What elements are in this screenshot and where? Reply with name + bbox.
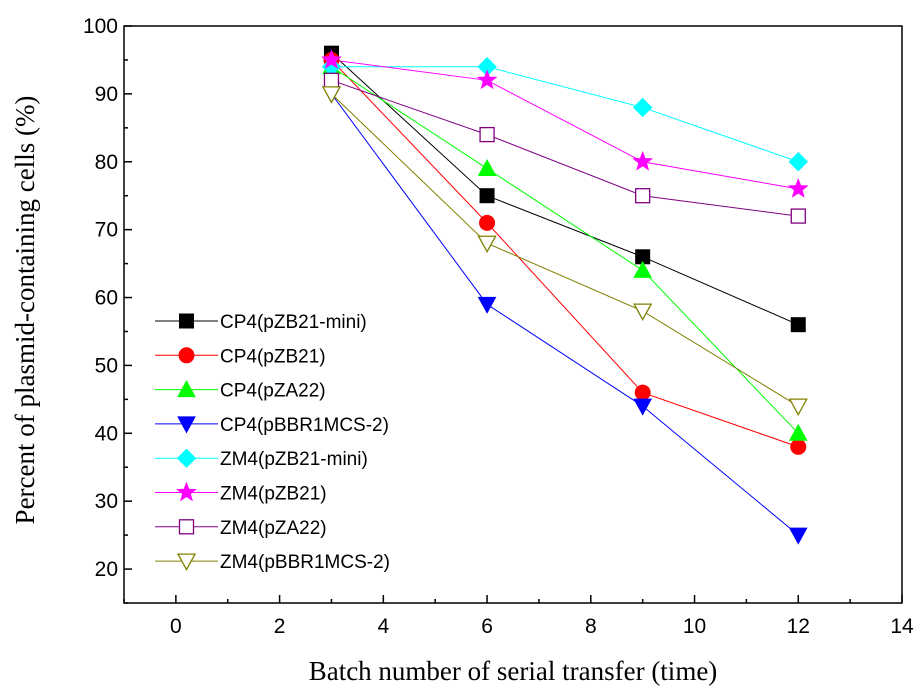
x-tick-label: 2: [274, 615, 286, 638]
x-tick-label: 12: [787, 615, 810, 638]
y-tick-label: 90: [95, 83, 118, 106]
data-point-s3-1: [477, 296, 497, 314]
series-line-3: [331, 93, 799, 536]
data-point-s7-2: [633, 303, 653, 321]
data-point-s0-3: [790, 317, 806, 333]
y-tick-label: 50: [95, 354, 118, 377]
data-point-s7-0: [321, 86, 342, 104]
legend-marker-0: [179, 313, 194, 329]
data-point-s2-1: [477, 159, 497, 177]
y-tick-label: 60: [95, 287, 118, 310]
series-line-5: [331, 59, 799, 190]
legend-label-2: CP4(pZA22): [220, 381, 326, 402]
data-point-s7-3: [788, 398, 808, 416]
data-point-s6-2: [635, 188, 651, 204]
series-line-0: [331, 52, 799, 326]
data-point-s5-2: [632, 150, 654, 171]
x-tick-label: 0: [170, 615, 182, 638]
legend-marker-1: [178, 347, 195, 364]
legend-marker-2: [177, 380, 196, 398]
y-tick-label: 100: [83, 15, 118, 38]
data-point-s2-2: [633, 260, 653, 278]
x-tick-label: 14: [890, 615, 914, 638]
data-point-s1-1: [479, 214, 496, 231]
legend-marker-7: [176, 553, 197, 571]
series-line-2: [331, 66, 799, 434]
legend-marker-3: [177, 416, 196, 434]
data-point-s1-2: [634, 384, 651, 401]
x-axis-title: Batch number of serial transfer (time): [309, 656, 718, 686]
y-tick-label: 40: [95, 422, 118, 445]
x-tick-label: 4: [377, 615, 389, 638]
legend-label-6: ZM4(pZA22): [220, 518, 327, 539]
data-point-s5-3: [787, 177, 809, 198]
legend-marker-4: [176, 448, 197, 468]
y-tick-label: 30: [95, 490, 118, 513]
data-point-s6-0: [323, 72, 340, 88]
series-line-7: [331, 93, 799, 407]
legend-label-0: CP4(pZB21-mini): [220, 312, 367, 333]
data-point-s6-3: [790, 208, 806, 224]
data-point-s4-3: [788, 152, 808, 172]
legend-label-1: CP4(pZB21): [220, 346, 326, 367]
legend-label-7: ZM4(pBBR1MCS-2): [220, 552, 390, 573]
data-point-s7-1: [477, 235, 497, 254]
x-tick-label: 10: [683, 615, 706, 638]
y-axis-title: Percent of plasmid-containing cells (%): [10, 96, 40, 525]
legend-marker-5: [176, 481, 197, 502]
data-point-s2-3: [788, 423, 808, 441]
legend-label-4: ZM4(pZB21-mini): [220, 449, 368, 470]
data-point-s3-2: [633, 398, 653, 416]
data-point-s3-3: [788, 527, 808, 545]
series-line-6: [331, 79, 799, 217]
legend-label-3: CP4(pBBR1MCS-2): [220, 415, 389, 436]
legend-label-5: ZM4(pZB21): [220, 484, 327, 505]
y-tick-label: 20: [95, 558, 118, 581]
data-point-s5-1: [476, 69, 498, 90]
series-line-1: [331, 59, 799, 448]
data-point-s6-1: [479, 126, 495, 143]
y-tick-label: 70: [95, 219, 118, 242]
data-point-s4-2: [632, 97, 653, 118]
legend-marker-6: [178, 519, 195, 535]
data-point-s5-0: [321, 49, 342, 69]
plot-frame: [123, 25, 903, 604]
data-point-s1-3: [790, 438, 807, 455]
data-point-s0-1: [479, 188, 495, 204]
x-tick-label: 8: [585, 615, 597, 638]
y-tick-label: 80: [95, 151, 118, 174]
series-line-4: [331, 66, 799, 163]
x-tick-label: 6: [481, 615, 493, 638]
